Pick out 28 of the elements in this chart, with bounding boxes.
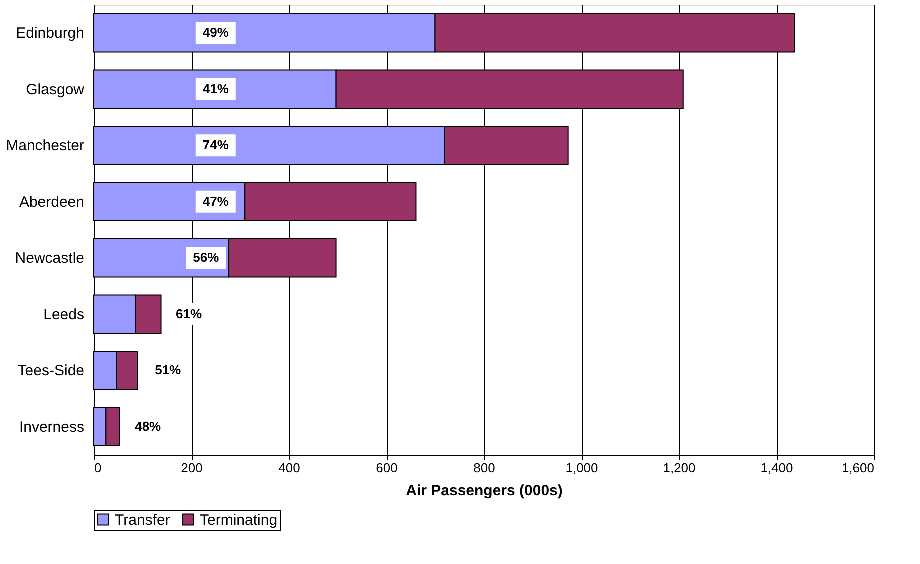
annotation: 49% — [202, 25, 230, 40]
x-tick-label: 1,000 — [566, 460, 598, 476]
y-tick-label: Glasgow — [26, 81, 85, 98]
annotation: 61% — [176, 306, 203, 322]
annotation: 74% — [202, 138, 230, 153]
annotation: 47% — [202, 194, 230, 209]
x-tick-label: 200 — [181, 460, 203, 476]
x-tick-label: 1,600 — [842, 460, 874, 476]
legend-label: Transfer — [115, 512, 170, 529]
y-tick-label: Edinburgh — [16, 25, 84, 42]
y-tick-label: Leeds — [44, 306, 84, 324]
x-tick-label: 1,200 — [663, 460, 696, 476]
x-tick-label: 400 — [278, 460, 300, 476]
y-tick-label: Tees-Side — [18, 362, 84, 380]
x-tick-label: 1,400 — [760, 460, 794, 476]
x-axis-title: Air Passengers (000s) — [406, 482, 563, 500]
annotation: 48% — [135, 418, 162, 434]
x-tick-label: 0 — [94, 460, 102, 476]
annotation: 56% — [193, 250, 220, 266]
annotation: 51% — [155, 362, 182, 378]
annotation: 41% — [202, 81, 230, 96]
y-tick-label: Aberdeen — [19, 194, 84, 211]
x-tick-label: 800 — [474, 460, 496, 476]
y-tick-label: Newcastle — [15, 250, 84, 268]
y-tick-label: Manchester — [6, 138, 84, 155]
y-tick-label: Inverness — [19, 418, 84, 436]
legend-label: Terminating — [200, 512, 278, 529]
x-tick-label: 600 — [376, 460, 398, 476]
